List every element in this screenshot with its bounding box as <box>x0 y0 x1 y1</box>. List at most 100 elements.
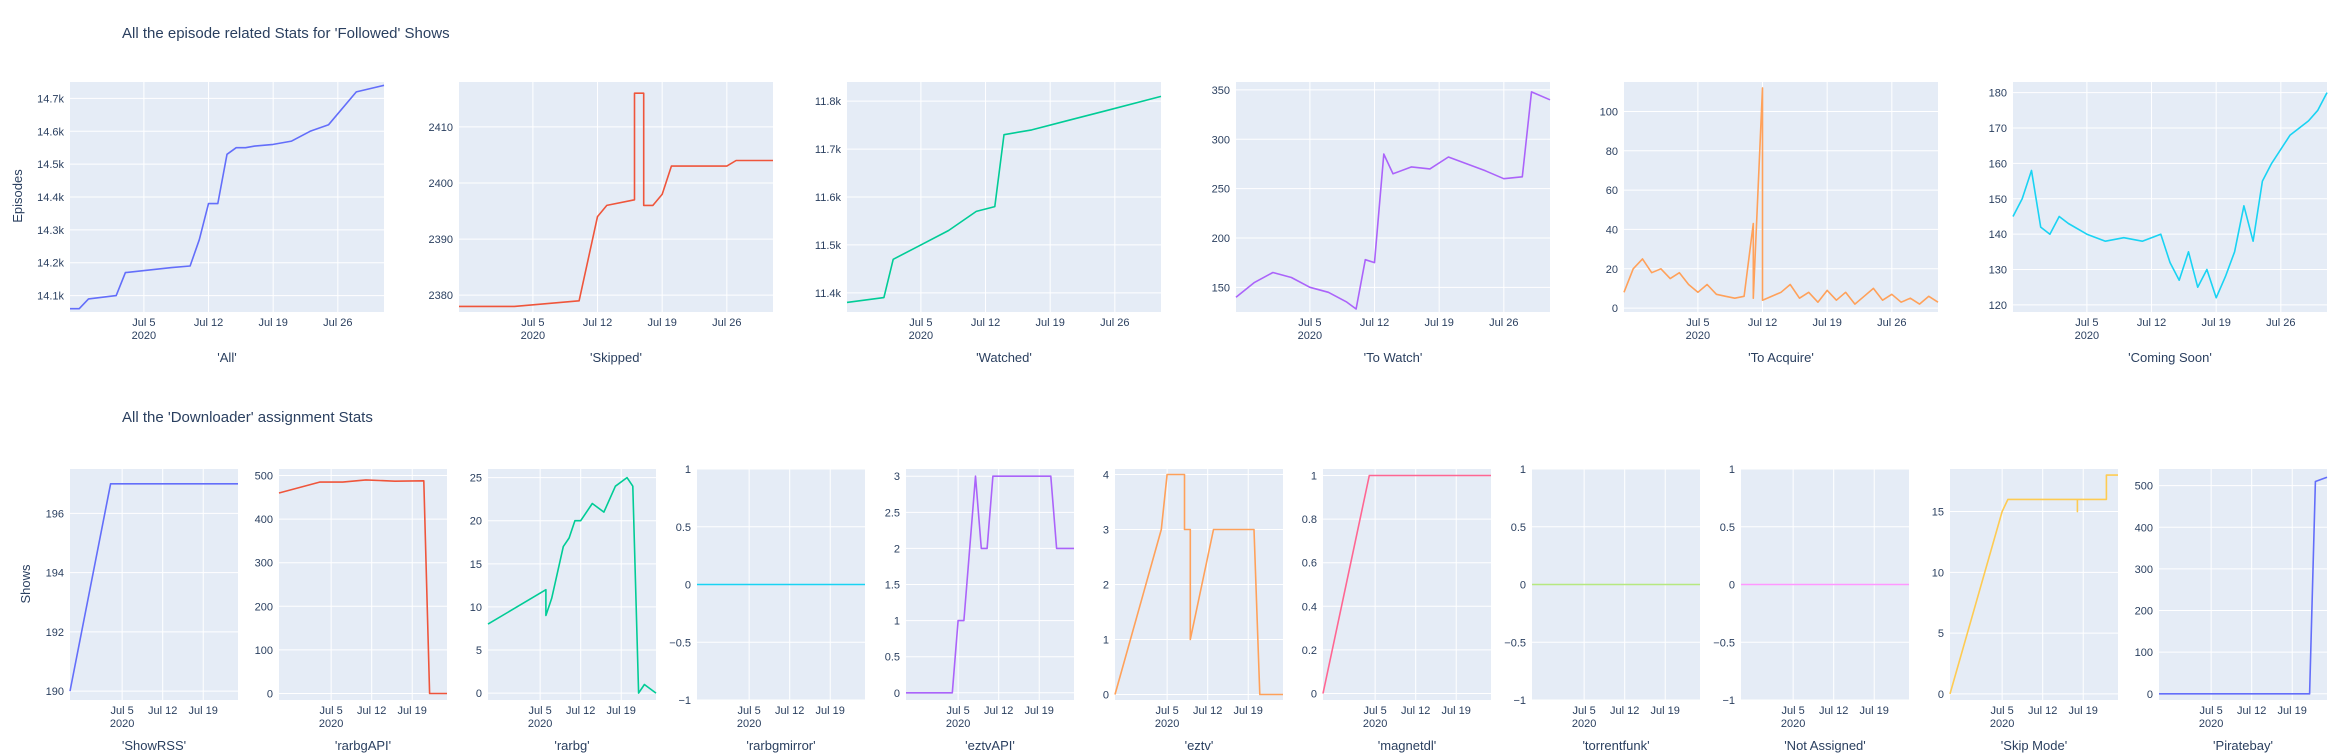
plot-area <box>488 469 656 700</box>
series-line <box>2012 92 2328 299</box>
plot-area <box>70 469 238 700</box>
y-tick-label: −0.5 <box>1504 637 1526 649</box>
x-tick-label: Jul 5 <box>2075 317 2098 329</box>
x-tick-label: Jul 12 <box>566 705 595 717</box>
x-tick-label: Jul 19 <box>2069 705 2098 717</box>
chart-xlabel: 'Skipped' <box>590 350 642 365</box>
chart-xlabel: 'rarbgmirror' <box>746 738 815 753</box>
x-tick-label: Jul 19 <box>1035 317 1064 329</box>
y-tick-label: 0 <box>894 688 900 700</box>
x-tick-label: Jul 5 <box>111 705 134 717</box>
chart-xlabel: 'rarbgAPI' <box>335 738 391 753</box>
y-tick-label: −1 <box>1513 695 1526 707</box>
y-tick-label: 20 <box>1606 264 1618 276</box>
x-tick-label: Jul 26 <box>323 317 352 329</box>
series-line <box>1322 474 1491 694</box>
series-line <box>1114 473 1283 696</box>
y-tick-label: 300 <box>1212 134 1230 146</box>
y-tick-label: 160 <box>1989 158 2007 170</box>
chart-xlabel: 'All' <box>217 350 236 365</box>
y-tick-label: 0.5 <box>676 522 691 534</box>
y-tick-label: 11.6k <box>815 192 842 204</box>
y-tick-label: 0.6 <box>1302 558 1317 570</box>
y-tick-label: 200 <box>255 601 273 613</box>
y-tick-label: 1 <box>1729 464 1735 476</box>
ylabel-episodes: Episodes <box>10 169 25 223</box>
series-line <box>906 475 1074 694</box>
x-tick-label: Jul 19 <box>258 317 287 329</box>
y-tick-label: 25 <box>470 473 482 485</box>
x-tick-label: Jul 12 <box>1193 705 1222 717</box>
y-tick-label: 80 <box>1606 146 1618 158</box>
y-tick-label: 0 <box>476 688 482 700</box>
x-tick-label: Jul 5 <box>1991 705 2014 717</box>
plot-area <box>459 82 773 312</box>
y-tick-label: −0.5 <box>1713 637 1735 649</box>
y-tick-label: 400 <box>255 514 273 526</box>
plot-area <box>1323 469 1491 700</box>
y-tick-label: 2380 <box>429 290 453 302</box>
x-tick-label: Jul 12 <box>1610 705 1639 717</box>
x-tick-year: 2020 <box>132 330 156 342</box>
chart-xlabel: 'eztvAPI' <box>965 738 1015 753</box>
series-line <box>459 92 773 308</box>
x-tick-label: Jul 5 <box>2200 705 2223 717</box>
x-tick-label: Jul 26 <box>1100 317 1129 329</box>
x-tick-label: Jul 12 <box>148 705 177 717</box>
y-tick-label: 0 <box>1311 688 1317 700</box>
y-tick-label: 2410 <box>429 122 453 134</box>
y-tick-label: 500 <box>2135 481 2153 493</box>
x-tick-label: Jul 19 <box>2201 317 2230 329</box>
x-tick-label: Jul 19 <box>1651 705 1680 717</box>
x-tick-label: Jul 5 <box>1686 317 1709 329</box>
x-tick-label: Jul 26 <box>1489 317 1518 329</box>
x-tick-year: 2020 <box>1686 330 1710 342</box>
x-tick-year: 2020 <box>528 718 552 730</box>
y-tick-label: 5 <box>476 645 482 657</box>
y-tick-label: 0.5 <box>1720 522 1735 534</box>
chart-0: 14.1k 14.2k 14.3k 14.4k 14.5k 14.6k 14.7k Jul 5… <box>37 82 385 365</box>
y-tick-label: 11.7k <box>815 144 842 156</box>
charts-container: 14.1k 14.2k 14.3k 14.4k 14.5k 14.6k 14.7k Jul 5… <box>37 82 2328 753</box>
y-tick-label: 11.8k <box>815 96 842 108</box>
x-tick-year: 2020 <box>1990 718 2014 730</box>
plot-area <box>2159 469 2327 700</box>
series-line <box>2159 476 2328 695</box>
y-tick-label: 150 <box>1989 194 2007 206</box>
y-tick-label: 140 <box>1989 229 2007 241</box>
plot-area <box>1624 82 1938 312</box>
x-tick-label: Jul 12 <box>984 705 1013 717</box>
section-title-episodes: All the episode related Stats for 'Follo… <box>122 25 450 42</box>
x-tick-label: Jul 26 <box>1877 317 1906 329</box>
x-tick-label: Jul 19 <box>1860 705 1889 717</box>
x-tick-year: 2020 <box>2075 330 2099 342</box>
y-tick-label: 1 <box>685 464 691 476</box>
x-tick-label: Jul 5 <box>521 317 544 329</box>
x-tick-year: 2020 <box>946 718 970 730</box>
x-tick-label: Jul 19 <box>1812 317 1841 329</box>
y-tick-label: 130 <box>1989 265 2007 277</box>
y-tick-label: 60 <box>1606 185 1618 197</box>
y-tick-label: 0 <box>685 580 691 592</box>
y-tick-label: 11.5k <box>815 240 842 252</box>
plot-area <box>2013 82 2327 312</box>
y-tick-label: 170 <box>1989 123 2007 135</box>
x-tick-year: 2020 <box>1155 718 1179 730</box>
y-tick-label: 20 <box>470 516 482 528</box>
y-tick-label: 500 <box>255 471 273 483</box>
x-tick-label: Jul 5 <box>320 705 343 717</box>
x-tick-label: Jul 19 <box>647 317 676 329</box>
x-tick-label: Jul 26 <box>2266 317 2295 329</box>
y-tick-label: 14.1k <box>37 291 64 303</box>
y-tick-label: 11.4k <box>815 288 842 300</box>
y-tick-label: 100 <box>1600 106 1618 118</box>
x-tick-label: Jul 5 <box>529 705 552 717</box>
chart-xlabel: 'magnetdl' <box>1378 738 1436 753</box>
y-tick-label: 190 <box>46 686 64 698</box>
y-tick-label: 5 <box>1938 628 1944 640</box>
